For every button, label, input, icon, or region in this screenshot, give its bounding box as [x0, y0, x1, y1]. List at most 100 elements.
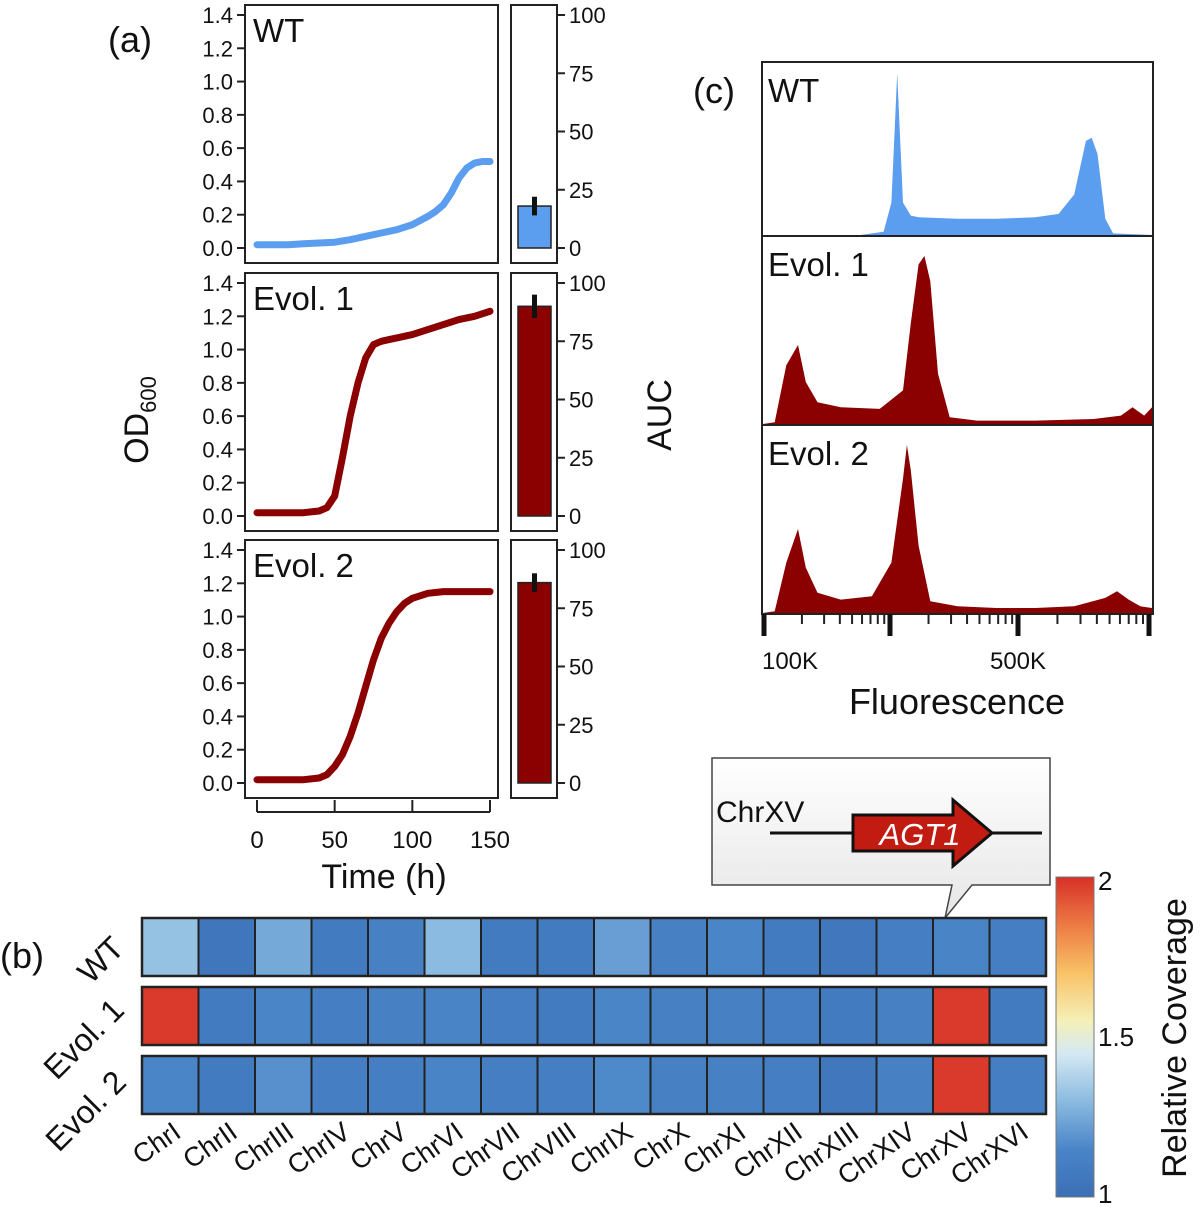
heatmap-cell-wt-chrxv — [932, 917, 991, 977]
auc-ytick-label-evol-1-25: 25 — [569, 446, 593, 471]
growth-ytick-label-wt-0.6: 0.6 — [202, 136, 233, 161]
heatmap-cell-wt-chrix — [593, 917, 652, 977]
heatmap-row-label-wt: WT — [70, 929, 131, 990]
auc-ytick-label-wt-50: 50 — [569, 120, 593, 145]
growth-xtick-label-0: 0 — [250, 827, 263, 854]
heatmap-cell-evol-2-chrix — [593, 1055, 652, 1115]
heatmap-cell-evol-1-chriv — [310, 986, 369, 1046]
growth-ytick-label-wt-1: 1.0 — [202, 70, 233, 95]
heatmap-cell-wt-chriv — [310, 917, 369, 977]
growth-curve-evol-1 — [253, 307, 494, 517]
growth-ytick-label-wt-0.4: 0.4 — [202, 169, 233, 194]
growth-panel-label-evol-1: Evol. 1 — [253, 280, 354, 317]
heatmap-column-label-chrii: ChrII — [178, 1116, 243, 1174]
fluorescence-frame — [761, 61, 1154, 615]
auc-bar-evol-1 — [517, 305, 552, 517]
heatmap-row-frame-evol-2 — [140, 1054, 1048, 1116]
growth-panel-label-wt: WT — [253, 12, 304, 49]
agt1-gene-arrow — [851, 796, 995, 870]
growth-ytick-label-evol-1-1: 1.0 — [202, 338, 233, 363]
heatmap-cell-evol-1-chriii — [254, 986, 313, 1046]
growth-ytick-label-evol-2-0: 0.0 — [202, 771, 233, 796]
fluorescence-panel-label-evol-2: Evol. 2 — [768, 435, 869, 472]
heatmap-cell-evol-2-chrxii — [762, 1055, 821, 1115]
growth-xtick-label-100: 100 — [392, 827, 432, 854]
colorbar-tick-1: 1 — [1098, 1179, 1112, 1209]
auc-bar-evol-2 — [517, 581, 552, 784]
heatmap-cell-wt-chrxiv — [875, 917, 934, 977]
growth-ytick-label-evol-1-1.2: 1.2 — [202, 304, 233, 329]
growth-ytick-label-wt-0.8: 0.8 — [202, 103, 233, 128]
heatmap-cell-evol-1-chrx — [649, 986, 708, 1046]
heatmap-cell-wt-chrxi — [706, 917, 765, 977]
heatmap-cell-evol-1-chrxii — [762, 986, 821, 1046]
growth-curve-evol-2 — [253, 588, 494, 784]
heatmap-cell-evol-2-chrviii — [536, 1055, 595, 1115]
heatmap-cell-evol-1-chrvi — [423, 986, 482, 1046]
auc-ytick-label-evol-1-50: 50 — [569, 388, 593, 413]
growth-ytick-label-evol-2-0.4: 0.4 — [202, 704, 233, 729]
heatmap-column-label-chriv: ChrIV — [282, 1116, 356, 1180]
heatmap-cell-evol-1-chrxiv — [875, 986, 934, 1046]
auc-ytick-label-evol-2-25: 25 — [569, 713, 593, 738]
auc-ytick-label-evol-1-75: 75 — [569, 329, 593, 354]
auc-ytick-label-evol-1-100: 100 — [569, 271, 606, 296]
heatmap-cell-evol-2-chrii — [197, 1055, 256, 1115]
heatmap-cell-evol-1-chrii — [197, 986, 256, 1046]
growth-curve-wt — [253, 158, 494, 249]
heatmap-cell-evol-1-chrxvi — [988, 986, 1047, 1046]
od-axis-subscript: 600 — [136, 376, 161, 413]
heatmap-cell-wt-chrxvi — [988, 917, 1047, 977]
fluorescence-panel-label-evol-1: Evol. 1 — [768, 246, 869, 283]
heatmap-cell-evol-1-chrxv — [932, 986, 991, 1046]
heatmap-row-frame-wt — [140, 916, 1048, 978]
growth-ytick-label-evol-2-0.6: 0.6 — [202, 671, 233, 696]
heatmap-cell-wt-chrxiii — [819, 917, 878, 977]
callout-gene-label: AGT1 — [878, 817, 961, 852]
agt1-callout: ChrXV AGT1 — [711, 757, 1051, 919]
growth-ytick-label-wt-0: 0.0 — [202, 236, 233, 261]
growth-ytick-label-wt-1.2: 1.2 — [202, 36, 233, 61]
auc-ytick-label-evol-2-75: 75 — [569, 596, 593, 621]
growth-curves-panel: 0.0 0.2 0.4 0.6 0.8 1.0 1.2 1.4 WT 0.0 0.2 0.4 0.6 0.… — [202, 3, 510, 854]
growth-ytick-label-evol-1-0.2: 0.2 — [202, 471, 233, 496]
heatmap-cell-evol-2-chriii — [254, 1055, 313, 1115]
growth-ytick-label-evol-1-1.4: 1.4 — [202, 271, 233, 296]
panel-label-c: (c) — [693, 70, 735, 111]
growth-ytick-label-evol-2-0.2: 0.2 — [202, 738, 233, 763]
growth-xtick-label-150: 150 — [470, 827, 510, 854]
heatmap-cell-wt-chrvi — [423, 917, 482, 977]
heatmap-cell-evol-2-chrx — [649, 1055, 708, 1115]
auc-bars-panel: 0 25 50 75 100 0 25 50 75 100 0 25 50 75 100 — [510, 3, 606, 799]
heatmap-cell-wt-chrxii — [762, 917, 821, 977]
heatmap-cell-evol-2-chrxv — [932, 1055, 991, 1115]
fluorescence-xtick-label-100k: 100K — [762, 648, 818, 675]
colorbar-title: Relative Coverage — [1156, 898, 1194, 1178]
auc-ytick-label-wt-25: 25 — [569, 178, 593, 203]
heatmap-cell-wt-chrii — [197, 917, 256, 977]
auc-ytick-label-wt-75: 75 — [569, 61, 593, 86]
fluorescence-xtick-label-500k: 500K — [990, 648, 1046, 675]
growth-ytick-label-evol-2-1: 1.0 — [202, 605, 233, 630]
colorbar-tick-1.5: 1.5 — [1098, 1022, 1134, 1052]
heatmap-cell-evol-1-chrv — [367, 986, 426, 1046]
heatmap-cell-wt-chrx — [649, 917, 708, 977]
auc-ytick-label-evol-2-50: 50 — [569, 655, 593, 680]
auc-ytick-label-evol-1-0: 0 — [569, 504, 581, 529]
heatmap-cell-wt-chri — [141, 917, 200, 977]
growth-ytick-label-wt-0.2: 0.2 — [202, 203, 233, 228]
growth-xtick-label-50: 50 — [321, 827, 348, 854]
auc-ytick-label-wt-0: 0 — [569, 236, 581, 261]
heatmap-cell-evol-1-chrxi — [706, 986, 765, 1046]
panel-label-b: (b) — [0, 935, 44, 976]
growth-frame-evol-1 — [244, 272, 499, 532]
heatmap-row-frame-evol-1 — [140, 985, 1048, 1047]
panel-label-a: (a) — [108, 19, 152, 60]
growth-panel-label-evol-2: Evol. 2 — [253, 547, 354, 584]
growth-frame-wt — [244, 4, 499, 264]
heatmap-cell-evol-2-chrvi — [423, 1055, 482, 1115]
heatmap-cell-wt-chrv — [367, 917, 426, 977]
heatmap-cell-evol-1-chri — [141, 986, 200, 1046]
fluorescence-axis-title: Fluorescence — [849, 681, 1065, 722]
auc-ytick-label-wt-100: 100 — [569, 3, 606, 28]
